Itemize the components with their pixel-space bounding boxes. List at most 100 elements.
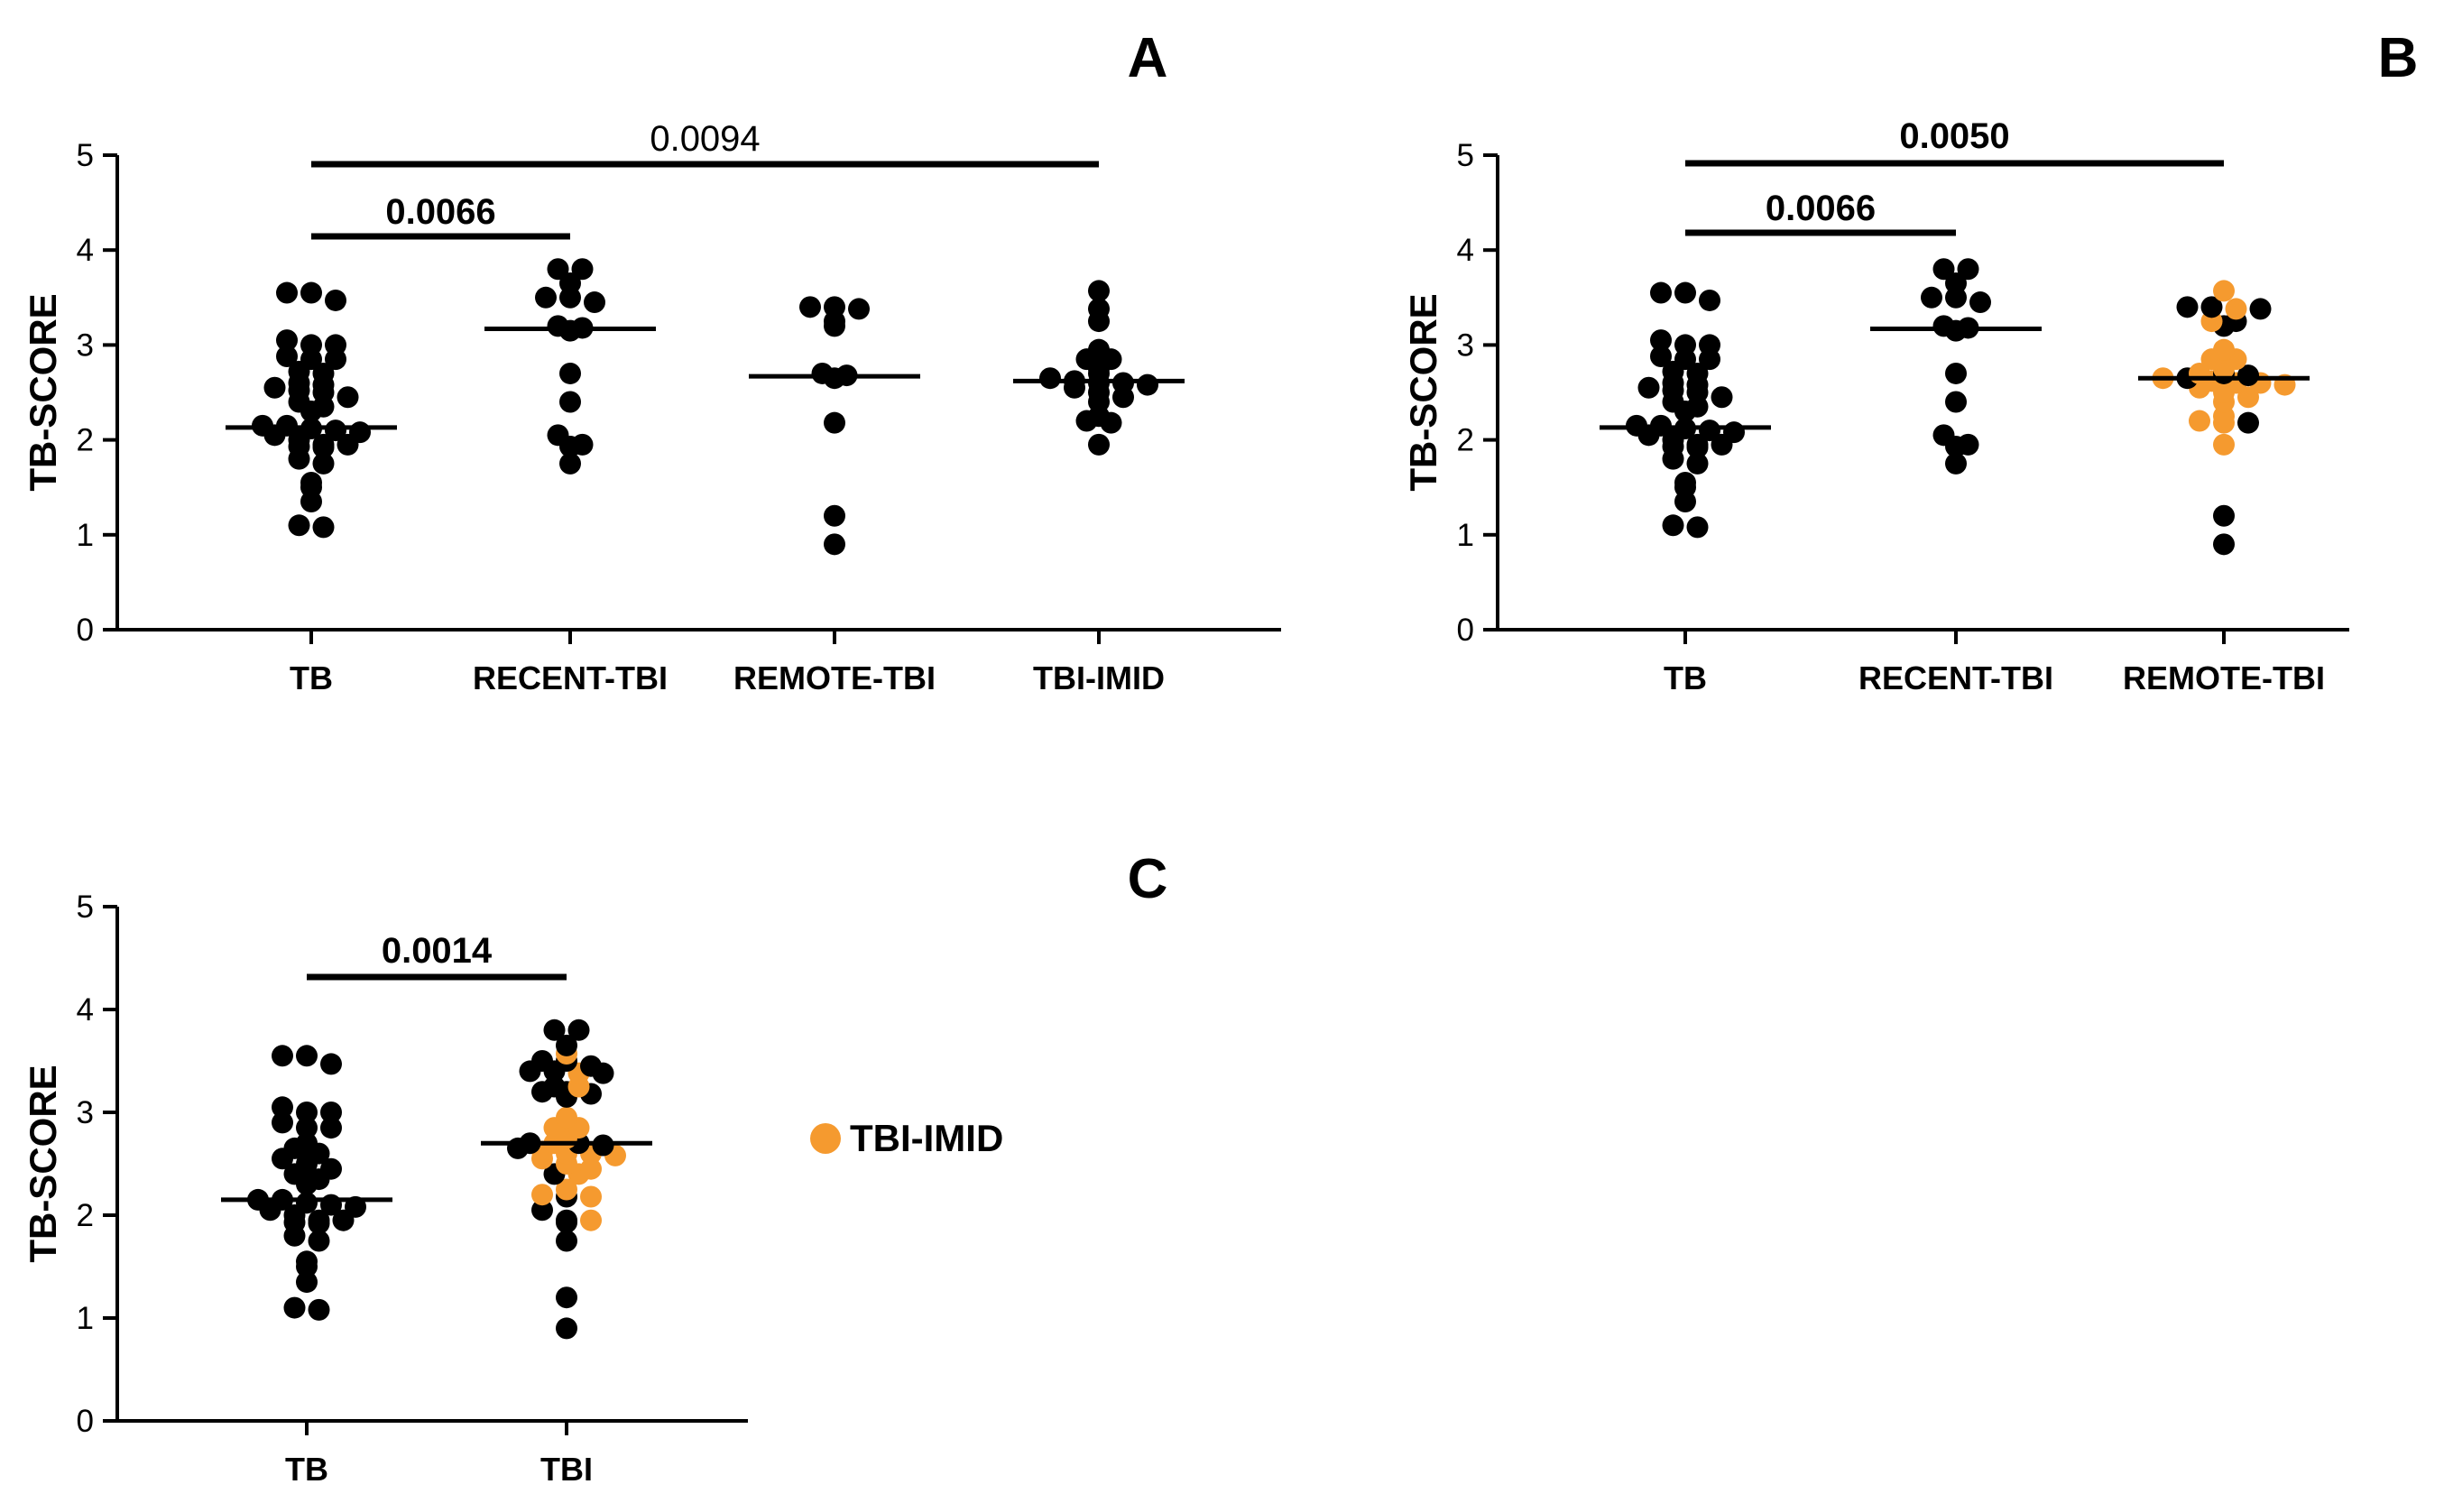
data-point (276, 281, 298, 304)
data-point (1945, 362, 1967, 384)
data-point (1711, 386, 1733, 409)
data-point (2213, 338, 2235, 361)
data-point (543, 1075, 566, 1098)
data-point (296, 1102, 318, 1123)
data-point (349, 421, 371, 444)
data-point (824, 296, 845, 318)
data-point (580, 1157, 602, 1180)
data-point (300, 281, 322, 304)
y-tick-label: 4 (77, 992, 94, 1028)
data-point (1637, 376, 1660, 399)
data-point (571, 433, 594, 456)
data-point (288, 514, 310, 537)
y-tick-label: 4 (1457, 233, 1474, 268)
y-tick-label: 3 (77, 1095, 94, 1130)
data-point (1969, 291, 1991, 314)
data-point (296, 1192, 318, 1214)
x-tick-label: TBI-IMID (1033, 659, 1165, 696)
p-value-label: 0.0094 (650, 119, 760, 159)
data-point (580, 1185, 602, 1208)
data-point (556, 1286, 577, 1309)
y-tick-label: 0 (1457, 613, 1474, 648)
data-point (272, 1045, 293, 1067)
data-point (531, 1050, 553, 1072)
p-value-label: 0.0066 (385, 192, 495, 232)
panel-letter: A (1128, 27, 1168, 89)
data-point (320, 1117, 342, 1139)
data-point (325, 289, 346, 311)
x-tick-label: TBI (540, 1451, 593, 1488)
data-point (1088, 338, 1110, 361)
data-point (556, 1230, 577, 1252)
y-axis-title: TB-SCORE (22, 293, 64, 491)
data-point (2249, 298, 2272, 320)
data-point (1932, 424, 1955, 447)
data-point (1921, 286, 1942, 309)
data-point (320, 1194, 342, 1216)
y-tick-label: 0 (77, 613, 94, 648)
data-point (1686, 452, 1709, 475)
data-point (283, 1296, 306, 1319)
data-point (1650, 329, 1672, 352)
data-point (1686, 433, 1709, 456)
data-point (325, 419, 346, 442)
data-point (312, 433, 335, 456)
x-tick-label: REMOTE-TBI (733, 659, 936, 696)
data-point (312, 452, 335, 475)
data-point (337, 386, 359, 409)
data-point (1699, 334, 1720, 356)
data-point (1945, 391, 1967, 413)
data-point (1674, 281, 1696, 304)
data-point (531, 1184, 553, 1206)
x-tick-label: TB (290, 659, 333, 696)
data-point (556, 1034, 577, 1056)
y-tick-label: 0 (77, 1404, 94, 1439)
y-tick-label: 3 (77, 327, 94, 363)
data-point (276, 329, 298, 352)
data-point (1699, 419, 1720, 442)
data-point (543, 1019, 566, 1041)
data-point (556, 1178, 577, 1201)
data-point (556, 1106, 577, 1129)
y-tick-label: 1 (77, 518, 94, 553)
data-point (547, 315, 569, 337)
data-point (320, 1053, 342, 1075)
data-point (559, 391, 581, 413)
y-tick-label: 5 (1457, 138, 1474, 173)
legend-label: TBI-IMID (850, 1117, 1003, 1159)
y-tick-label: 2 (77, 1198, 94, 1233)
data-point (1088, 280, 1110, 302)
y-tick-label: 2 (77, 423, 94, 458)
p-value-label: 0.0066 (1766, 189, 1876, 228)
data-point (2237, 364, 2259, 387)
data-point (1945, 452, 1967, 475)
data-point (272, 1111, 293, 1134)
data-point (1957, 433, 1979, 456)
data-point (272, 1096, 293, 1119)
data-point (824, 504, 845, 527)
legend-marker (810, 1123, 841, 1154)
data-point (296, 1250, 318, 1273)
data-point (308, 1230, 330, 1252)
y-tick-label: 4 (77, 233, 94, 268)
data-point (580, 1055, 602, 1077)
data-point (824, 533, 845, 556)
data-point (1932, 315, 1955, 337)
y-tick-label: 1 (1457, 518, 1474, 553)
data-point (571, 258, 594, 281)
data-point (799, 296, 821, 318)
data-point (308, 1209, 330, 1231)
p-value-label: 0.0014 (382, 931, 493, 971)
data-point (2176, 296, 2199, 318)
data-point (811, 362, 834, 384)
data-point (296, 1045, 318, 1067)
data-point (1957, 258, 1979, 281)
data-point (1686, 516, 1709, 539)
data-point (1699, 289, 1720, 311)
data-point (848, 298, 870, 320)
data-point (1723, 421, 1745, 444)
data-point (2213, 280, 2235, 302)
data-point (824, 411, 845, 434)
data-point (320, 1157, 342, 1180)
